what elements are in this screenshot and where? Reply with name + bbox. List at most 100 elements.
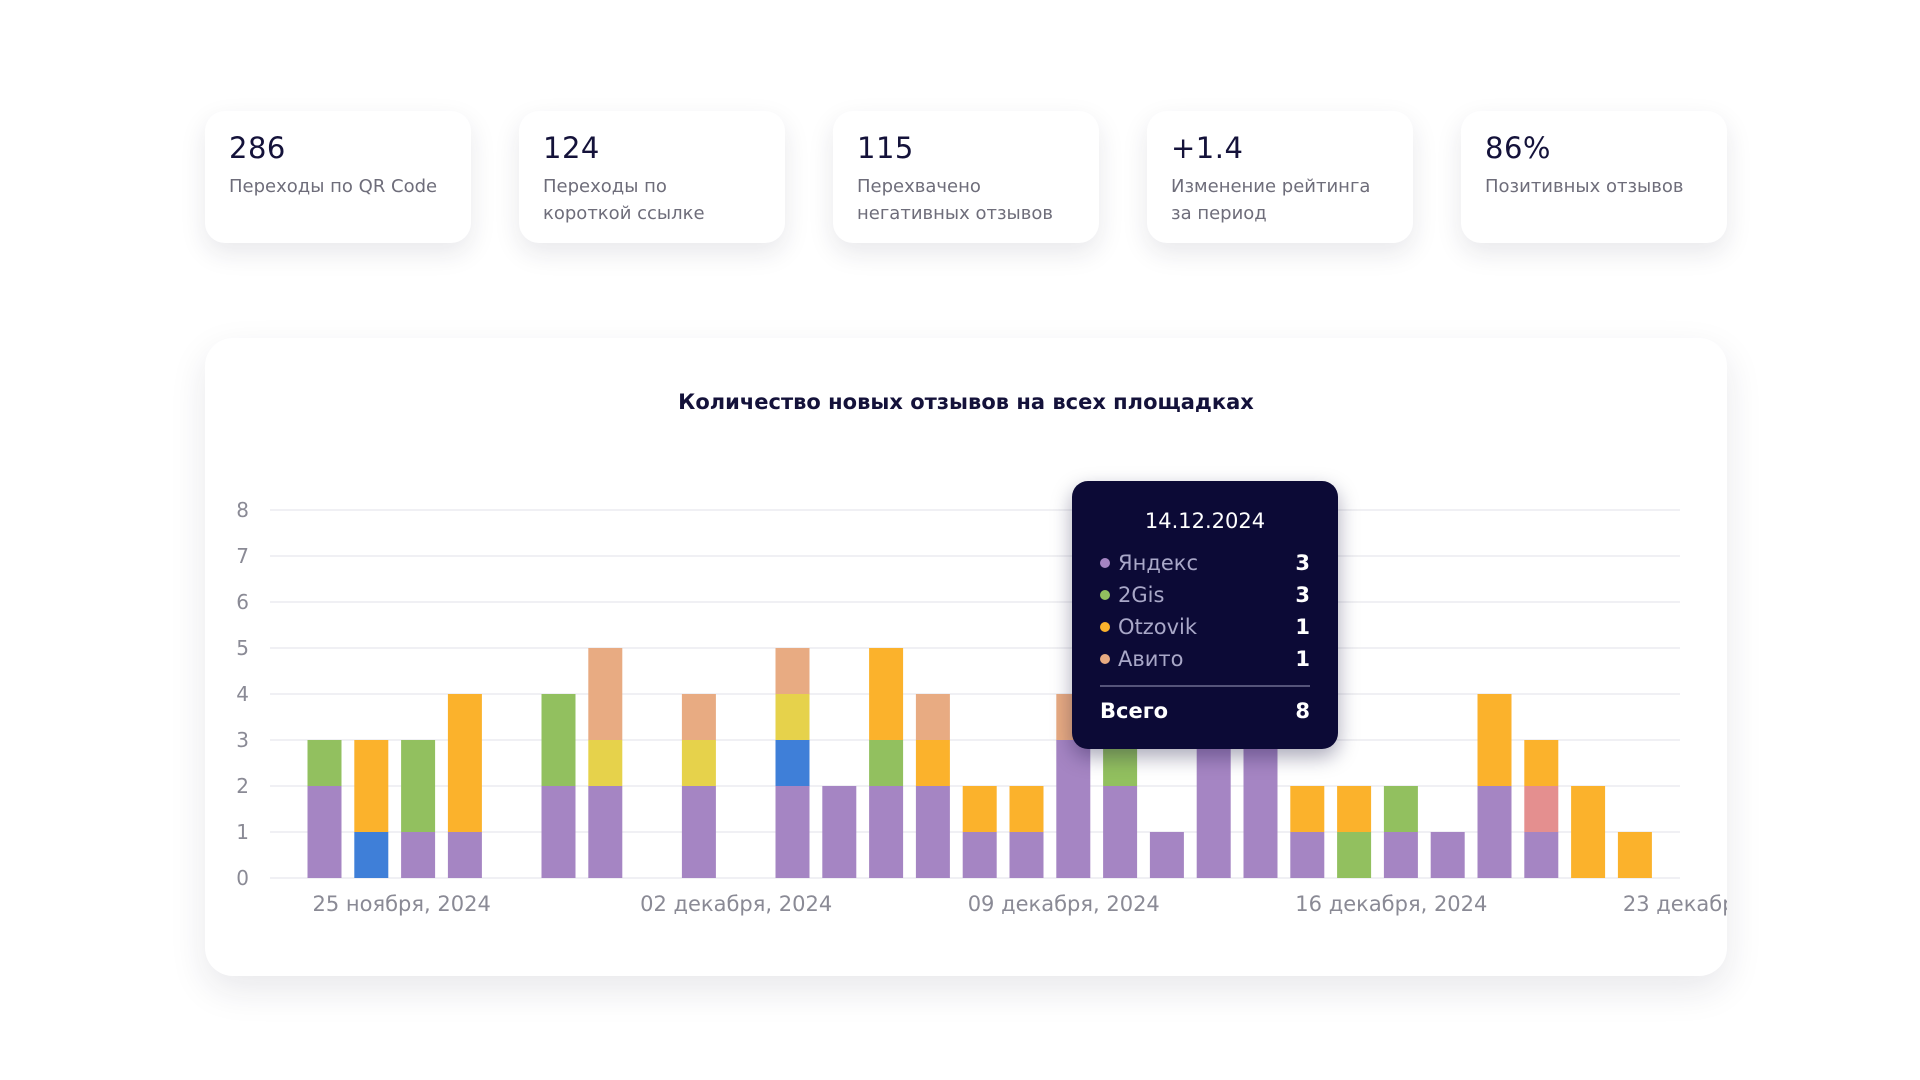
bar-segment: [1383, 786, 1418, 832]
bar-segment: [588, 648, 623, 740]
bar-segment: [822, 786, 857, 878]
y-tick-label: 6: [236, 590, 249, 614]
bar-segment: [354, 832, 389, 878]
y-tick-label: 5: [236, 636, 249, 660]
kpi-row: 286 Переходы по QR Code 124 Переходы по …: [205, 111, 1727, 243]
tooltip-row-avito: Авито 1: [1100, 643, 1310, 675]
kpi-label: Переходы по короткой ссылке: [543, 176, 705, 224]
bar-segment: [1196, 740, 1231, 878]
reviews-bar-chart: 0 1 2 3 4 5 6 7 8 25 ноября, 2024 02 декабря, 2024…: [236, 498, 1727, 916]
kpi-card-qr: 286 Переходы по QR Code: [205, 111, 471, 243]
tooltip-row-yandex: Яндекс 3: [1100, 547, 1310, 579]
tooltip-series-value: 1: [1295, 647, 1310, 671]
y-tick-label: 7: [236, 544, 249, 568]
legend-dot-icon: [1100, 654, 1110, 664]
chart-tooltip: 14.12.2024 Яндекс 3 2Gis 3 Otzovik 1 Ави…: [1072, 481, 1338, 749]
y-tick-label: 0: [236, 866, 249, 890]
chart-title: Количество новых отзывов на всех площадк…: [678, 390, 1254, 414]
bar-segment: [775, 694, 810, 740]
tooltip-date: 14.12.2024: [1144, 509, 1266, 533]
bar-segment: [1337, 832, 1372, 878]
kpi-label: Переходы по QR Code: [229, 176, 438, 197]
bar-segment: [1290, 832, 1325, 878]
tooltip-divider: [1100, 685, 1310, 687]
bar-segment: [1477, 786, 1512, 878]
y-tick-label: 8: [236, 498, 249, 522]
bar-segment: [541, 694, 576, 786]
bar-segment: [1524, 832, 1559, 878]
kpi-value: 124: [543, 131, 600, 165]
bar-segment: [1337, 786, 1372, 832]
bar-segment: [775, 786, 810, 878]
tooltip-row-2gis: 2Gis 3: [1100, 579, 1310, 611]
bar-segment: [1571, 786, 1606, 878]
kpi-value: +1.4: [1171, 131, 1244, 165]
kpi-card-rating-change: +1.4 Изменение рейтинга за период: [1147, 111, 1413, 243]
tooltip-series-value: 1: [1295, 615, 1310, 639]
bar-segment: [1524, 740, 1559, 786]
bar-segment: [1056, 740, 1091, 878]
bar-segment: [681, 694, 716, 740]
bar-segment: [869, 740, 904, 786]
reviews-chart-card: Количество новых отзывов на всех площадк…: [205, 338, 1727, 976]
tooltip-total-row: Всего 8: [1100, 699, 1310, 729]
legend-dot-icon: [1100, 590, 1110, 600]
tooltip-series-name: Otzovik: [1118, 615, 1198, 639]
kpi-label: Перехвачено негативных отзывов: [857, 176, 1053, 224]
bar-segment: [1617, 832, 1652, 878]
bar-segment: [962, 832, 997, 878]
bar-segment: [588, 740, 623, 786]
bar-segment: [354, 740, 389, 832]
bar-segment: [869, 786, 904, 878]
bar-segment: [915, 786, 950, 878]
bar-segment: [307, 786, 342, 878]
bar-segment: [1477, 694, 1512, 786]
bar-segment: [1103, 786, 1138, 878]
tooltip-series-value: 3: [1295, 583, 1310, 607]
x-tick-label: 09 декабря, 2024: [968, 892, 1160, 916]
y-tick-label: 2: [236, 774, 249, 798]
y-tick-label: 1: [236, 820, 249, 844]
bar-segment: [775, 648, 810, 694]
kpi-card-intercepted: 115 Перехвачено негативных отзывов: [833, 111, 1099, 243]
tooltip-total-label: Всего: [1100, 699, 1169, 723]
bar-segment: [307, 740, 342, 786]
kpi-label: Изменение рейтинга за период: [1171, 176, 1371, 224]
bar-segment: [1243, 740, 1278, 878]
y-tick-label: 3: [236, 728, 249, 752]
bar-segment: [1524, 786, 1559, 832]
legend-dot-icon: [1100, 622, 1110, 632]
bar-segment: [1009, 786, 1044, 832]
bar-segment: [1383, 832, 1418, 878]
y-tick-label: 4: [236, 682, 249, 706]
bar-segment: [915, 694, 950, 740]
x-tick-label: 16 декабря, 2024: [1295, 892, 1487, 916]
bar-segment: [915, 740, 950, 786]
bar-segment: [447, 832, 482, 878]
tooltip-series-value: 3: [1295, 551, 1310, 575]
bar-segment: [401, 740, 436, 832]
bar-segment: [401, 832, 436, 878]
x-tick-label: 02 декабря, 2024: [640, 892, 832, 916]
tooltip-row-otzovik: Otzovik 1: [1100, 611, 1310, 643]
tooltip-total-value: 8: [1295, 699, 1310, 723]
bar-segment: [541, 786, 576, 878]
bar-segment: [681, 740, 716, 786]
kpi-value: 115: [857, 131, 914, 165]
tooltip-series-name: Авито: [1118, 647, 1184, 671]
x-tick-label: 25 ноября, 2024: [313, 892, 491, 916]
bar-segment: [1009, 832, 1044, 878]
kpi-value: 286: [229, 131, 286, 165]
bar-segment: [775, 740, 810, 786]
x-tick-label: 23 декабр: [1623, 892, 1727, 916]
bar-segment: [447, 694, 482, 832]
tooltip-series-name: Яндекс: [1118, 551, 1198, 575]
bar-segment: [869, 648, 904, 740]
bar-segment: [1290, 786, 1325, 832]
bar-segment: [1149, 832, 1184, 878]
kpi-value: 86%: [1485, 131, 1551, 165]
bar-segment: [1430, 832, 1465, 878]
legend-dot-icon: [1100, 558, 1110, 568]
kpi-card-short-link: 124 Переходы по короткой ссылке: [519, 111, 785, 243]
bar-segment: [588, 786, 623, 878]
